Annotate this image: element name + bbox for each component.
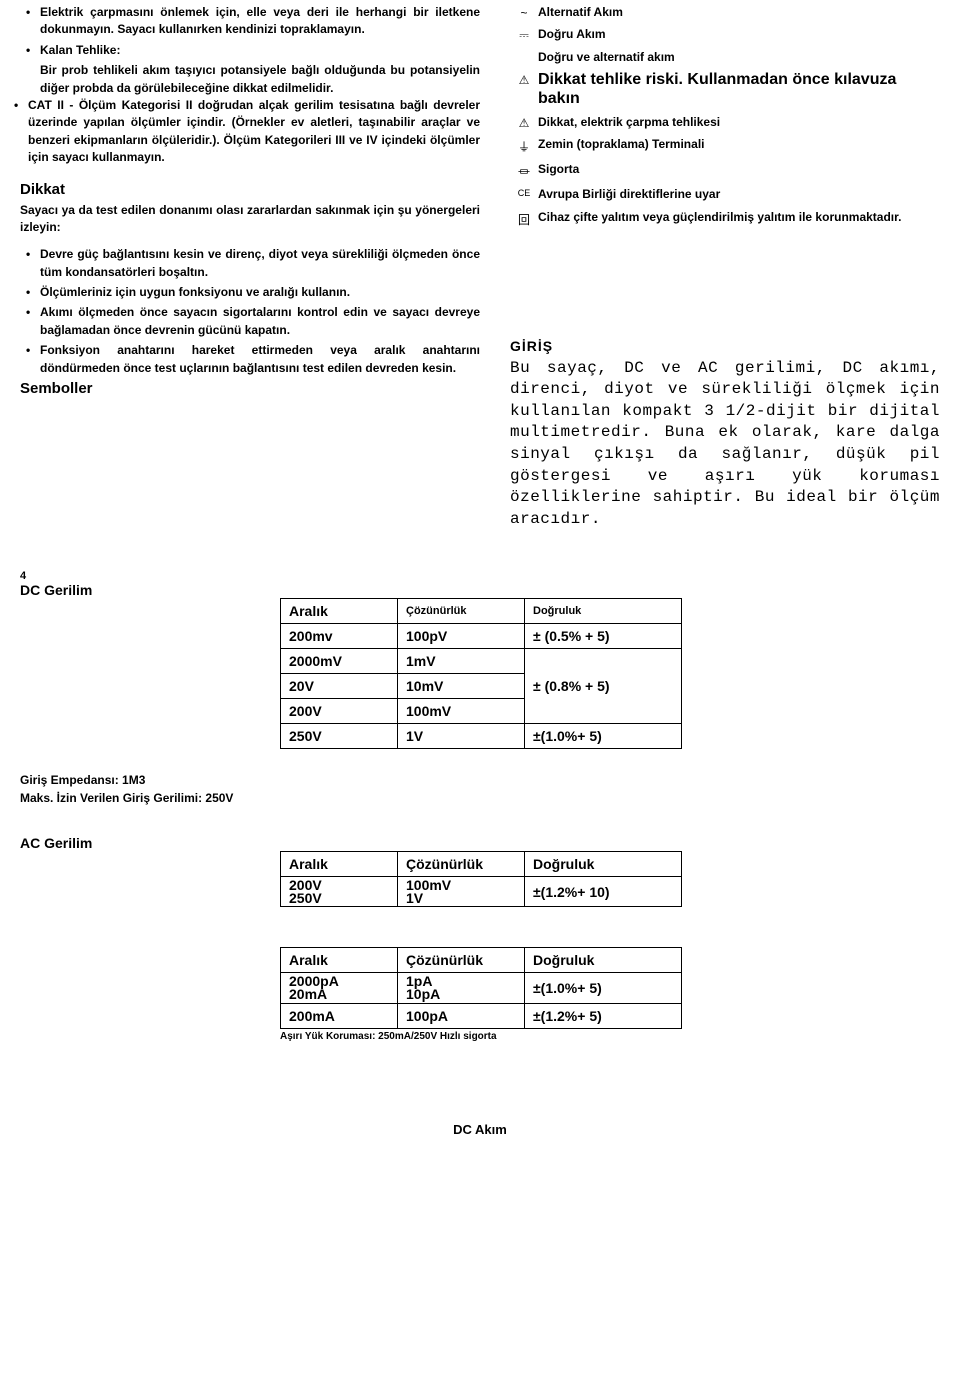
symbol-icon: 回	[510, 209, 538, 228]
symbol-text: Doğru Akım	[538, 26, 940, 42]
bullet-item: Akımı ölçmeden önce sayacın sigortaların…	[20, 304, 480, 339]
symbol-icon: ⚠	[510, 114, 538, 130]
symbol-text: Dikkat tehlike riski. Kullanmadan önce k…	[538, 71, 940, 108]
symbol-text: Zemin (topraklama) Terminali	[538, 136, 940, 152]
symbols-block: ~Alternatif Akım⎓Doğru Akım Doğru ve alte…	[510, 4, 940, 228]
th: Çözünürlük	[398, 948, 525, 973]
dc-akim-table: Aralık Çözünürlük Doğruluk 2000pA20mA 1p…	[280, 947, 682, 1028]
dikkat-heading: Dikkat	[20, 181, 480, 198]
symbol-icon: ⚠	[510, 71, 538, 87]
note-maxv: Maks. İzin Verilen Giriş Gerilimi: 250V	[20, 791, 960, 805]
th: Çözünürlük	[398, 599, 525, 624]
bullet-item: Ölçümleriniz için uygun fonksiyonu ve ar…	[20, 284, 480, 301]
giris-heading: GİRİŞ	[510, 338, 940, 354]
note-impedance: Giriş Empedansı: 1M3	[20, 773, 960, 787]
dikkat-intro: Sayacı ya da test edilen donanımı olası …	[20, 202, 480, 237]
page-number: 4	[20, 570, 960, 582]
symbol-icon: ⎓	[510, 26, 538, 43]
ac-gerilim-heading: AC Gerilim	[20, 835, 960, 851]
semboller-heading: Semboller	[20, 380, 480, 397]
dikkat-list: Devre güç bağlantısını kesin ve direnç, …	[20, 246, 480, 377]
th: Aralık	[281, 599, 398, 624]
symbol-text: Sigorta	[538, 161, 940, 177]
bullet-item: Devre güç bağlantısını kesin ve direnç, …	[20, 246, 480, 281]
residual-text: Bir prob tehlikeli akım taşıyıcı potansi…	[20, 62, 480, 97]
symbol-icon: ⏚	[510, 136, 538, 155]
symbol-icon: ⏛	[510, 161, 538, 180]
th: Doğruluk	[525, 948, 682, 973]
th: Doğruluk	[525, 852, 682, 877]
th: Doğruluk	[525, 599, 682, 624]
th: Aralık	[281, 852, 398, 877]
symbol-text: Alternatif Akım	[538, 4, 940, 20]
th: Çözünürlük	[398, 852, 525, 877]
bullet-item: Fonksiyon anahtarını hareket ettirmeden …	[20, 342, 480, 377]
th: Aralık	[281, 948, 398, 973]
symbol-text: Cihaz çifte yalıtım veya güçlendirilmiş …	[538, 209, 940, 225]
bullet-item: Kalan Tehlike:	[20, 42, 480, 59]
symbol-text: Doğru ve alternatif akım	[538, 49, 940, 65]
symbol-text: Dikkat, elektrik çarpma tehlikesi	[538, 114, 940, 130]
top-bullets: Elektrik çarpmasını önlemek için, elle v…	[20, 4, 480, 59]
dc-gerilim-heading: DC Gerilim	[20, 582, 960, 598]
dc-akim-heading: DC Akım	[0, 1122, 960, 1137]
dc-gerilim-table: Aralık Çözünürlük Doğruluk 200mv 100pV ±…	[280, 598, 682, 749]
bullet-item: Elektrik çarpmasını önlemek için, elle v…	[20, 4, 480, 39]
cat2-item: CAT II - Ölçüm Kategorisi II doğrudan al…	[8, 97, 480, 167]
ac-gerilim-table: Aralık Çözünürlük Doğruluk 200V250V 100m…	[280, 851, 682, 907]
giris-body: Bu sayaç, DC ve AC gerilimi, DC akımı, d…	[510, 358, 940, 531]
symbol-text: Avrupa Birliği direktiflerine uyar	[538, 186, 940, 202]
symbol-icon: ~	[510, 4, 538, 20]
overload-note: Aşırı Yük Koruması: 250mA/250V Hızlı sig…	[280, 1031, 960, 1042]
cat2-list: CAT II - Ölçüm Kategorisi II doğrudan al…	[8, 97, 480, 167]
symbol-icon: CE	[510, 186, 538, 198]
symbol-icon	[510, 49, 538, 51]
